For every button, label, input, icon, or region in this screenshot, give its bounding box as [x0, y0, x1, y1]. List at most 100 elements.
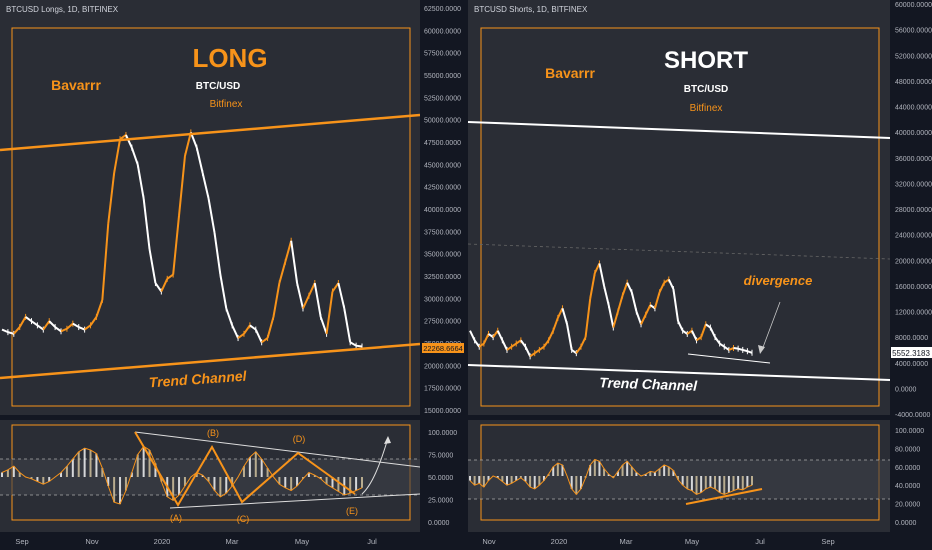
osc-bar — [695, 476, 698, 495]
price-segment — [249, 324, 257, 331]
price-segment — [60, 327, 68, 333]
wave-label: (A) — [170, 513, 182, 523]
y-tick-label: 12000.0000 — [895, 310, 932, 317]
price-segment — [136, 164, 145, 199]
price-segment — [201, 172, 210, 199]
price-segment — [195, 147, 204, 174]
osc-bar — [71, 459, 74, 477]
y-tick-label: 60.0000 — [895, 465, 920, 472]
right-header: BTCUSD Shorts, 1D, BITFINEX — [474, 5, 588, 14]
osc-bar — [48, 477, 51, 482]
y-tick-label: 0.0000 — [895, 386, 917, 393]
price-segment — [319, 316, 328, 335]
price-segment — [78, 326, 86, 331]
y-tick-label: 52500.0000 — [424, 95, 461, 102]
osc-bar — [672, 470, 675, 476]
right-author: Bavarrr — [545, 65, 595, 81]
osc-bar — [83, 448, 86, 477]
price-segment — [302, 295, 310, 309]
osc-bar — [154, 463, 157, 477]
y-tick-label: 52000.0000 — [895, 53, 932, 60]
price-segment — [677, 320, 684, 332]
price-segment — [313, 282, 322, 318]
right-oscillator-series — [469, 458, 753, 496]
osc-bar — [519, 476, 522, 478]
price-segment — [534, 349, 540, 354]
osc-bar — [260, 459, 263, 477]
osc-bar — [148, 450, 151, 477]
osc-bar — [487, 476, 490, 481]
osc-bar — [473, 476, 476, 486]
osc-bar — [663, 464, 666, 476]
price-segment — [728, 347, 734, 351]
y-tick-label: 62500.0000 — [424, 6, 461, 13]
price-segment — [496, 330, 504, 341]
osc-bar — [278, 477, 281, 485]
left-osc-y-tick-labels: 100.0000 75.0000 50.0000 25.0000 0.0000 — [428, 430, 457, 527]
osc-bar — [172, 477, 175, 501]
price-segment — [30, 320, 38, 327]
osc-bar — [667, 466, 670, 476]
osc-bar — [603, 468, 606, 476]
right-divergence-arrowhead — [758, 345, 765, 354]
y-tick-label: 50000.0000 — [424, 118, 461, 125]
x-tick-label: Mar — [226, 537, 239, 546]
price-segment — [142, 198, 151, 250]
price-segment — [566, 324, 573, 351]
osc-bar — [727, 476, 730, 493]
price-segment — [529, 352, 536, 358]
right-divergence-arrow — [761, 301, 781, 351]
price-segment — [343, 308, 352, 343]
price-segment — [331, 282, 340, 293]
left-channel-label: Trend Channel — [148, 368, 248, 391]
price-segment — [501, 339, 508, 351]
price-segment — [296, 282, 304, 309]
price-segment — [307, 282, 316, 297]
y-tick-label: 15000.0000 — [424, 408, 461, 415]
osc-bar — [307, 472, 310, 477]
price-segment — [119, 134, 127, 140]
osc-bar — [355, 477, 358, 491]
price-segment — [325, 291, 334, 334]
price-segment — [520, 339, 527, 348]
price-segment — [580, 336, 587, 348]
osc-bar — [65, 466, 68, 477]
right-exchange: Bitfinex — [690, 103, 723, 114]
price-segment — [487, 333, 494, 338]
osc-bar — [621, 464, 624, 476]
osc-bar — [77, 451, 80, 477]
y-tick-label: 25.0000 — [428, 498, 453, 505]
osc-bar — [119, 477, 122, 504]
y-tick-label: 35000.0000 — [424, 252, 461, 259]
osc-bar — [626, 461, 629, 476]
price-segment — [95, 299, 104, 318]
osc-bar — [649, 471, 652, 476]
price-segment — [25, 316, 33, 322]
osc-bar — [36, 477, 39, 482]
osc-bar — [101, 468, 104, 477]
osc-bar — [160, 477, 163, 482]
y-tick-label: 60000.0000 — [424, 28, 461, 35]
price-segment — [13, 326, 21, 335]
osc-bar — [219, 477, 222, 497]
osc-bar — [686, 476, 689, 489]
price-segment — [207, 198, 216, 233]
price-segment — [284, 240, 293, 263]
price-segment — [682, 329, 688, 335]
osc-bar — [533, 476, 536, 489]
price-segment — [630, 292, 638, 312]
y-tick-label: 75.0000 — [428, 453, 453, 460]
osc-bar — [60, 472, 63, 477]
osc-bar — [575, 476, 578, 495]
osc-bar — [653, 472, 656, 476]
osc-bar — [325, 477, 328, 485]
wave-label: (B) — [207, 428, 219, 438]
osc-bar — [1, 472, 3, 477]
price-segment — [113, 139, 122, 174]
price-segment — [48, 320, 56, 328]
right-title: SHORT — [664, 47, 748, 74]
right-dotted-guide — [467, 243, 891, 260]
y-tick-label: 20.0000 — [895, 502, 920, 509]
osc-bar — [482, 476, 485, 488]
left-price-series — [1, 129, 363, 350]
